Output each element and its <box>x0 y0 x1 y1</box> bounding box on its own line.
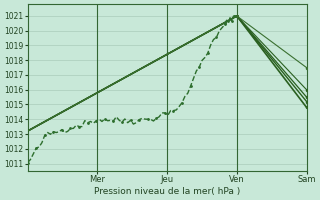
X-axis label: Pression niveau de la mer( hPa ): Pression niveau de la mer( hPa ) <box>94 187 240 196</box>
